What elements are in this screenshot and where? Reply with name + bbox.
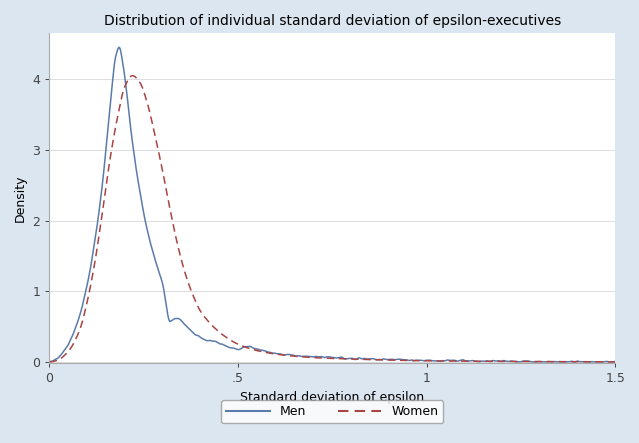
- Men: [306, 354, 314, 359]
- Men: [491, 358, 499, 364]
- Line: Women: Women: [49, 76, 615, 362]
- Men: [596, 359, 603, 365]
- Women: [321, 355, 328, 361]
- Women: [45, 359, 53, 365]
- Women: [612, 359, 619, 365]
- Line: Men: Men: [49, 47, 615, 362]
- Women: [595, 359, 603, 365]
- Women: [128, 73, 136, 78]
- Legend: Men, Women: Men, Women: [221, 400, 443, 423]
- Men: [595, 359, 603, 365]
- Men: [45, 359, 53, 364]
- Title: Distribution of individual standard deviation of epsilon-executives: Distribution of individual standard devi…: [104, 14, 561, 28]
- Men: [321, 355, 328, 360]
- Men: [115, 45, 123, 50]
- Men: [612, 359, 619, 364]
- Men: [514, 359, 521, 365]
- Women: [75, 330, 82, 336]
- Women: [306, 355, 314, 360]
- Women: [595, 359, 603, 365]
- Women: [491, 359, 499, 364]
- X-axis label: Standard deviation of epsilon: Standard deviation of epsilon: [240, 391, 424, 404]
- Y-axis label: Density: Density: [14, 175, 27, 222]
- Men: [75, 317, 82, 323]
